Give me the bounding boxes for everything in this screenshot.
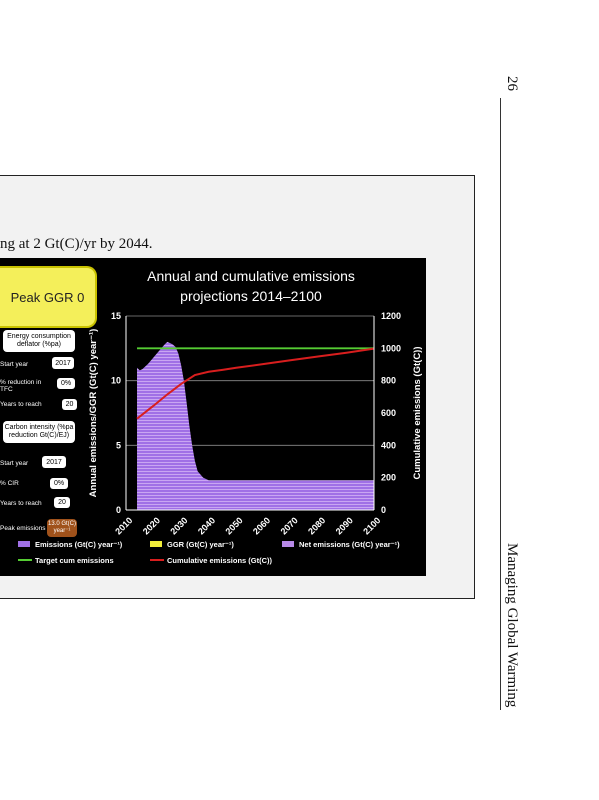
legend-label-2: Net emissions (Gt(C) year⁻¹): [299, 540, 400, 549]
x-tick-2040: 2040: [196, 515, 217, 536]
x-tick-2060: 2060: [251, 515, 272, 536]
carbon-intensity-box: Carbon intensity (%pa reduction Gt(C)/EJ…: [3, 421, 75, 443]
legend-swatch-0: [18, 541, 30, 547]
years-to-reach-1-label: Years to reach: [0, 401, 42, 408]
model-panel: Peak GGR 0 Energy consumption deflator (…: [0, 258, 426, 576]
peak-emissions-label: Peak emissions: [0, 525, 46, 532]
cir-input[interactable]: 0%: [50, 478, 68, 489]
chart-title-line1: Annual and cumulative emissions: [147, 268, 355, 284]
cumulative-line: [136, 347, 375, 420]
x-tick-2080: 2080: [306, 515, 327, 536]
reduction-label-line2: TFC: [0, 386, 13, 394]
y-left-tick-5: 5: [116, 440, 121, 450]
x-tick-2070: 2070: [279, 515, 300, 536]
years-to-reach-2-label: Years to reach: [0, 500, 42, 507]
energy-deflator-box: Energy consumption deflator (%pa): [3, 330, 75, 352]
x-tick-2020: 2020: [141, 515, 162, 536]
emissions-area: [137, 341, 374, 510]
peak-ggr-label: Peak GGR 0: [10, 289, 85, 305]
y-right-tick-400: 400: [381, 440, 396, 450]
legend-swatch-1: [150, 541, 162, 547]
y-right-tick-800: 800: [381, 376, 396, 386]
years-to-reach-1-input[interactable]: 20: [62, 399, 77, 410]
y-right-tick-200: 200: [381, 473, 396, 483]
x-tick-2030: 2030: [168, 515, 189, 536]
y-left-tick-0: 0: [116, 505, 121, 515]
y-right-tick-1000: 1000: [381, 343, 401, 353]
legend-label-1: GGR (Gt(C) year⁻¹): [167, 540, 234, 549]
chart-title-line2: projections 2014–2100: [180, 288, 322, 304]
figure-caption: ng at 2 Gt(C)/yr by 2044.: [0, 236, 153, 252]
page-number: 26: [504, 76, 520, 91]
peak-emissions-value: 13.0 Gt(C) year⁻¹: [47, 519, 77, 537]
peak-ggr-button[interactable]: Peak GGR 0: [0, 266, 97, 328]
reduction-label-line1: % reduction in: [0, 379, 42, 386]
y-right-label: Cumulative emissions (Gt(C)): [412, 346, 423, 479]
start-year-1-input[interactable]: 2017: [52, 357, 74, 369]
reduction-label: % reduction in TFC: [0, 379, 41, 394]
start-year-2-input[interactable]: 2017: [42, 456, 66, 468]
start-year-1-label: Start year: [0, 361, 29, 368]
running-title: Managing Global Warming: [504, 543, 520, 708]
y-right-tick-600: 600: [381, 408, 396, 418]
y-left-tick-10: 10: [111, 376, 121, 386]
legend-swatch-2: [282, 541, 294, 547]
legend-label-0: Emissions (Gt(C) year⁻¹): [35, 540, 123, 549]
emissions-chart: Annual and cumulative emissions projecti…: [18, 268, 423, 565]
years-to-reach-2-input[interactable]: 20: [54, 497, 70, 508]
x-tick-2050: 2050: [223, 515, 244, 536]
y-left-label: Annual emissions/GGR (Gt(C) year⁻¹): [88, 329, 99, 498]
y-left-tick-15: 15: [111, 311, 121, 321]
start-year-2-label: Start year: [0, 460, 29, 467]
x-tick-2090: 2090: [334, 515, 355, 536]
y-right-tick-0: 0: [381, 505, 386, 515]
header-rule: [500, 98, 501, 710]
x-tick-2010: 2010: [113, 515, 134, 536]
legend-label-3: Target cum emissions: [35, 556, 114, 565]
legend-label-4: Cumulative emissions (Gt(C)): [167, 556, 273, 565]
reduction-input[interactable]: 0%: [57, 378, 75, 389]
cir-label: % CIR: [0, 480, 19, 487]
y-right-tick-1200: 1200: [381, 311, 401, 321]
x-tick-2100: 2100: [361, 515, 382, 536]
